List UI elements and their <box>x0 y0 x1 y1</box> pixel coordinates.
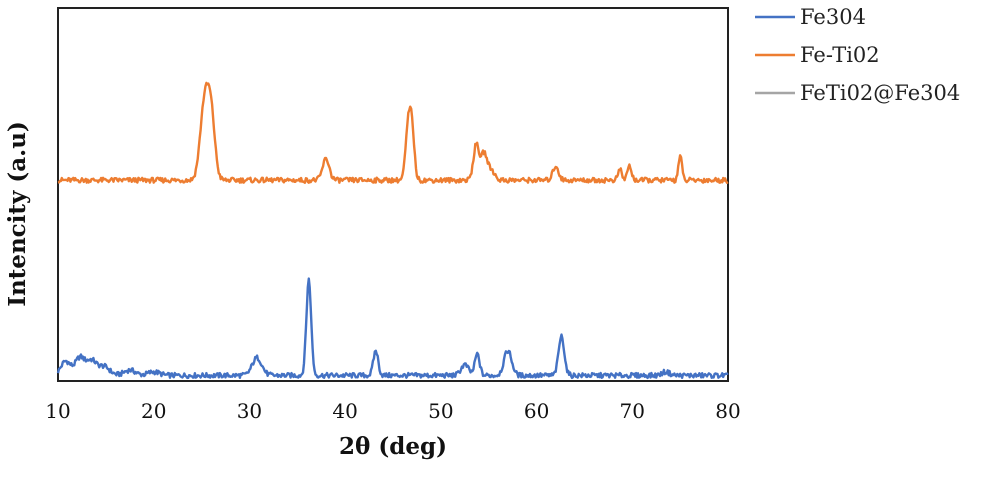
x-tick-labels: 10 20 30 40 50 60 70 80 <box>45 399 740 423</box>
legend-label: Fe-Ti02 <box>800 43 880 67</box>
x-tick-label: 10 <box>45 399 70 423</box>
x-tick-label: 60 <box>524 399 549 423</box>
y-axis-label: Intencity (a.u) <box>4 121 31 307</box>
legend-label: Fe304 <box>800 5 866 29</box>
x-tick-label: 70 <box>620 399 645 423</box>
series-line-1 <box>56 277 729 380</box>
x-tick-label: 80 <box>715 399 740 423</box>
x-axis-label: 2θ (deg) <box>339 433 447 460</box>
plot-frame <box>57 7 729 382</box>
legend: Fe304 Fe-Ti02 FeTi02@Fe304 <box>755 5 960 105</box>
x-tick-label: 50 <box>428 399 453 423</box>
x-tick-label: 30 <box>237 399 262 423</box>
x-tick-label: 20 <box>141 399 166 423</box>
x-tick-label: 40 <box>332 399 357 423</box>
legend-label: FeTi02@Fe304 <box>800 81 960 105</box>
series-line-2 <box>57 81 729 184</box>
series-layer <box>56 81 729 380</box>
